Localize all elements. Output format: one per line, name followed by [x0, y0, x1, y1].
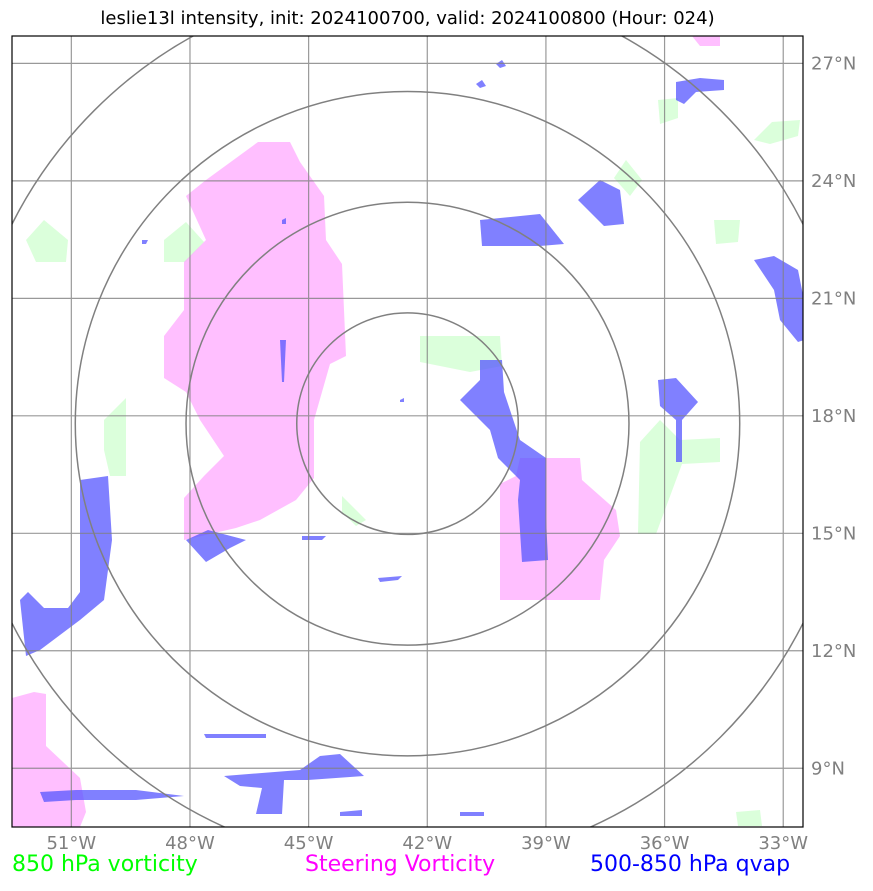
longitude-tick-label: 45°W	[284, 833, 334, 854]
map-title: leslie13l intensity, init: 2024100700, v…	[100, 8, 715, 29]
lat-lon-grid	[12, 36, 803, 827]
latitude-tick-label: 27°N	[811, 53, 856, 74]
legend-vort850: 850 hPa vorticity	[12, 852, 198, 877]
range-rings	[12, 36, 803, 827]
longitude-tick-label: 48°W	[165, 833, 215, 854]
latitude-tick-labels: 27°N 24°N 21°N 18°N 15°N 12°N 9°N	[811, 53, 856, 779]
legend-steering-vorticity: Steering Vorticity	[305, 852, 496, 877]
latitude-tick-label: 12°N	[811, 641, 856, 662]
range-ring	[12, 36, 803, 827]
longitude-tick-labels: 51°W 48°W 45°W 42°W 39°W 36°W 33°W	[46, 833, 808, 854]
longitude-tick-label: 33°W	[758, 833, 808, 854]
longitude-tick-label: 42°W	[402, 833, 452, 854]
longitude-tick-label: 39°W	[521, 833, 571, 854]
qvap-contours	[20, 60, 803, 816]
legend-qvap: 500-850 hPa qvap	[590, 852, 791, 877]
latitude-tick-label: 21°N	[811, 288, 856, 309]
latitude-tick-label: 9°N	[811, 758, 845, 779]
range-ring	[74, 90, 741, 757]
latitude-tick-label: 24°N	[811, 171, 856, 192]
range-ring	[185, 201, 630, 646]
map-frame	[11, 35, 804, 828]
longitude-tick-label: 36°W	[640, 833, 690, 854]
longitude-tick-label: 51°W	[46, 833, 96, 854]
range-ring	[296, 312, 519, 536]
latitude-tick-label: 15°N	[811, 523, 856, 544]
vort850-contours	[26, 98, 800, 826]
latitude-tick-label: 18°N	[811, 406, 856, 427]
